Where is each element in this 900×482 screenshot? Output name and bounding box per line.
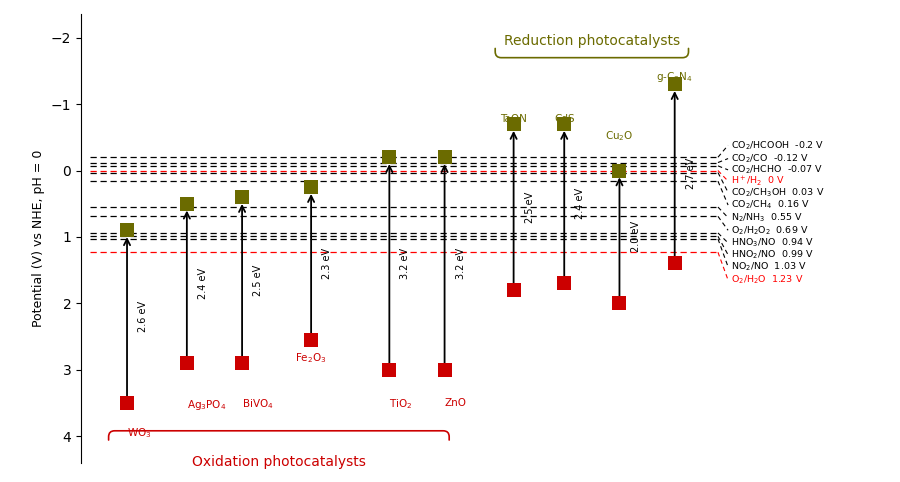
Point	[612, 299, 626, 307]
Point	[180, 359, 194, 367]
Text: HNO$_2$/NO  0.99 V: HNO$_2$/NO 0.99 V	[731, 249, 814, 261]
Text: 3.2 eV: 3.2 eV	[400, 248, 410, 279]
Point	[437, 366, 452, 374]
Text: 2.3 eV: 2.3 eV	[322, 248, 332, 279]
Point	[382, 153, 397, 161]
Text: N$_2$/NH$_3$  0.55 V: N$_2$/NH$_3$ 0.55 V	[731, 212, 803, 224]
Text: CO$_2$/CO  -0.12 V: CO$_2$/CO -0.12 V	[731, 152, 809, 165]
Text: CO$_2$/HCOOH  -0.2 V: CO$_2$/HCOOH -0.2 V	[731, 139, 824, 151]
Text: BiVO$_4$: BiVO$_4$	[242, 398, 274, 412]
Point	[382, 366, 397, 374]
Text: HNO$_3$/NO  0.94 V: HNO$_3$/NO 0.94 V	[731, 237, 814, 249]
Text: Oxidation photocatalysts: Oxidation photocatalysts	[192, 455, 365, 469]
Point	[235, 359, 249, 367]
Text: Fe$_2$O$_3$: Fe$_2$O$_3$	[295, 351, 327, 365]
Point	[612, 167, 626, 174]
Text: CO$_2$/CH$_3$OH  0.03 V: CO$_2$/CH$_3$OH 0.03 V	[731, 186, 824, 199]
Point	[557, 280, 572, 287]
Point	[668, 260, 682, 268]
Point	[557, 120, 572, 128]
Text: O$_2$/H$_2$O  1.23 V: O$_2$/H$_2$O 1.23 V	[731, 274, 804, 286]
Text: TaON: TaON	[500, 114, 527, 124]
Point	[120, 227, 134, 234]
Y-axis label: Potential (V) vs NHE, pH = 0: Potential (V) vs NHE, pH = 0	[32, 150, 45, 327]
Text: 2.4 eV: 2.4 eV	[198, 268, 208, 299]
Text: Cu$_2$O: Cu$_2$O	[605, 129, 634, 143]
Point	[120, 399, 134, 407]
Text: H$^+$/H$_2$  0 V: H$^+$/H$_2$ 0 V	[731, 174, 785, 188]
Text: 2.6 eV: 2.6 eV	[138, 301, 148, 332]
Text: 3.2 eV: 3.2 eV	[455, 248, 465, 279]
Point	[235, 193, 249, 201]
Text: O$_2$/H$_2$O$_2$  0.69 V: O$_2$/H$_2$O$_2$ 0.69 V	[731, 224, 808, 237]
Text: Reduction photocatalysts: Reduction photocatalysts	[504, 34, 680, 48]
Text: CdS: CdS	[554, 114, 574, 124]
Point	[668, 80, 682, 88]
Point	[437, 153, 452, 161]
Text: 2.4 eV: 2.4 eV	[575, 188, 585, 219]
Text: TiO$_2$: TiO$_2$	[390, 398, 413, 412]
Text: CO$_2$/CH$_4$  0.16 V: CO$_2$/CH$_4$ 0.16 V	[731, 199, 810, 211]
Point	[507, 286, 521, 294]
Text: 2.5 eV: 2.5 eV	[253, 265, 263, 296]
Point	[507, 120, 521, 128]
Text: Ag$_3$PO$_4$: Ag$_3$PO$_4$	[187, 398, 226, 412]
Text: NO$_2$/NO  1.03 V: NO$_2$/NO 1.03 V	[731, 261, 806, 273]
Text: CO$_2$/HCHO  -0.07 V: CO$_2$/HCHO -0.07 V	[731, 163, 824, 176]
Text: WO$_3$: WO$_3$	[127, 426, 151, 440]
Text: 2.5 eV: 2.5 eV	[525, 191, 535, 223]
Text: 2.7 eV: 2.7 eV	[686, 158, 696, 189]
Text: g-C$_3$N$_4$: g-C$_3$N$_4$	[656, 69, 693, 83]
Text: ZnO: ZnO	[445, 398, 466, 408]
Point	[180, 200, 194, 208]
Text: 2.0 eV: 2.0 eV	[631, 221, 641, 253]
Point	[304, 336, 319, 344]
Point	[304, 183, 319, 191]
